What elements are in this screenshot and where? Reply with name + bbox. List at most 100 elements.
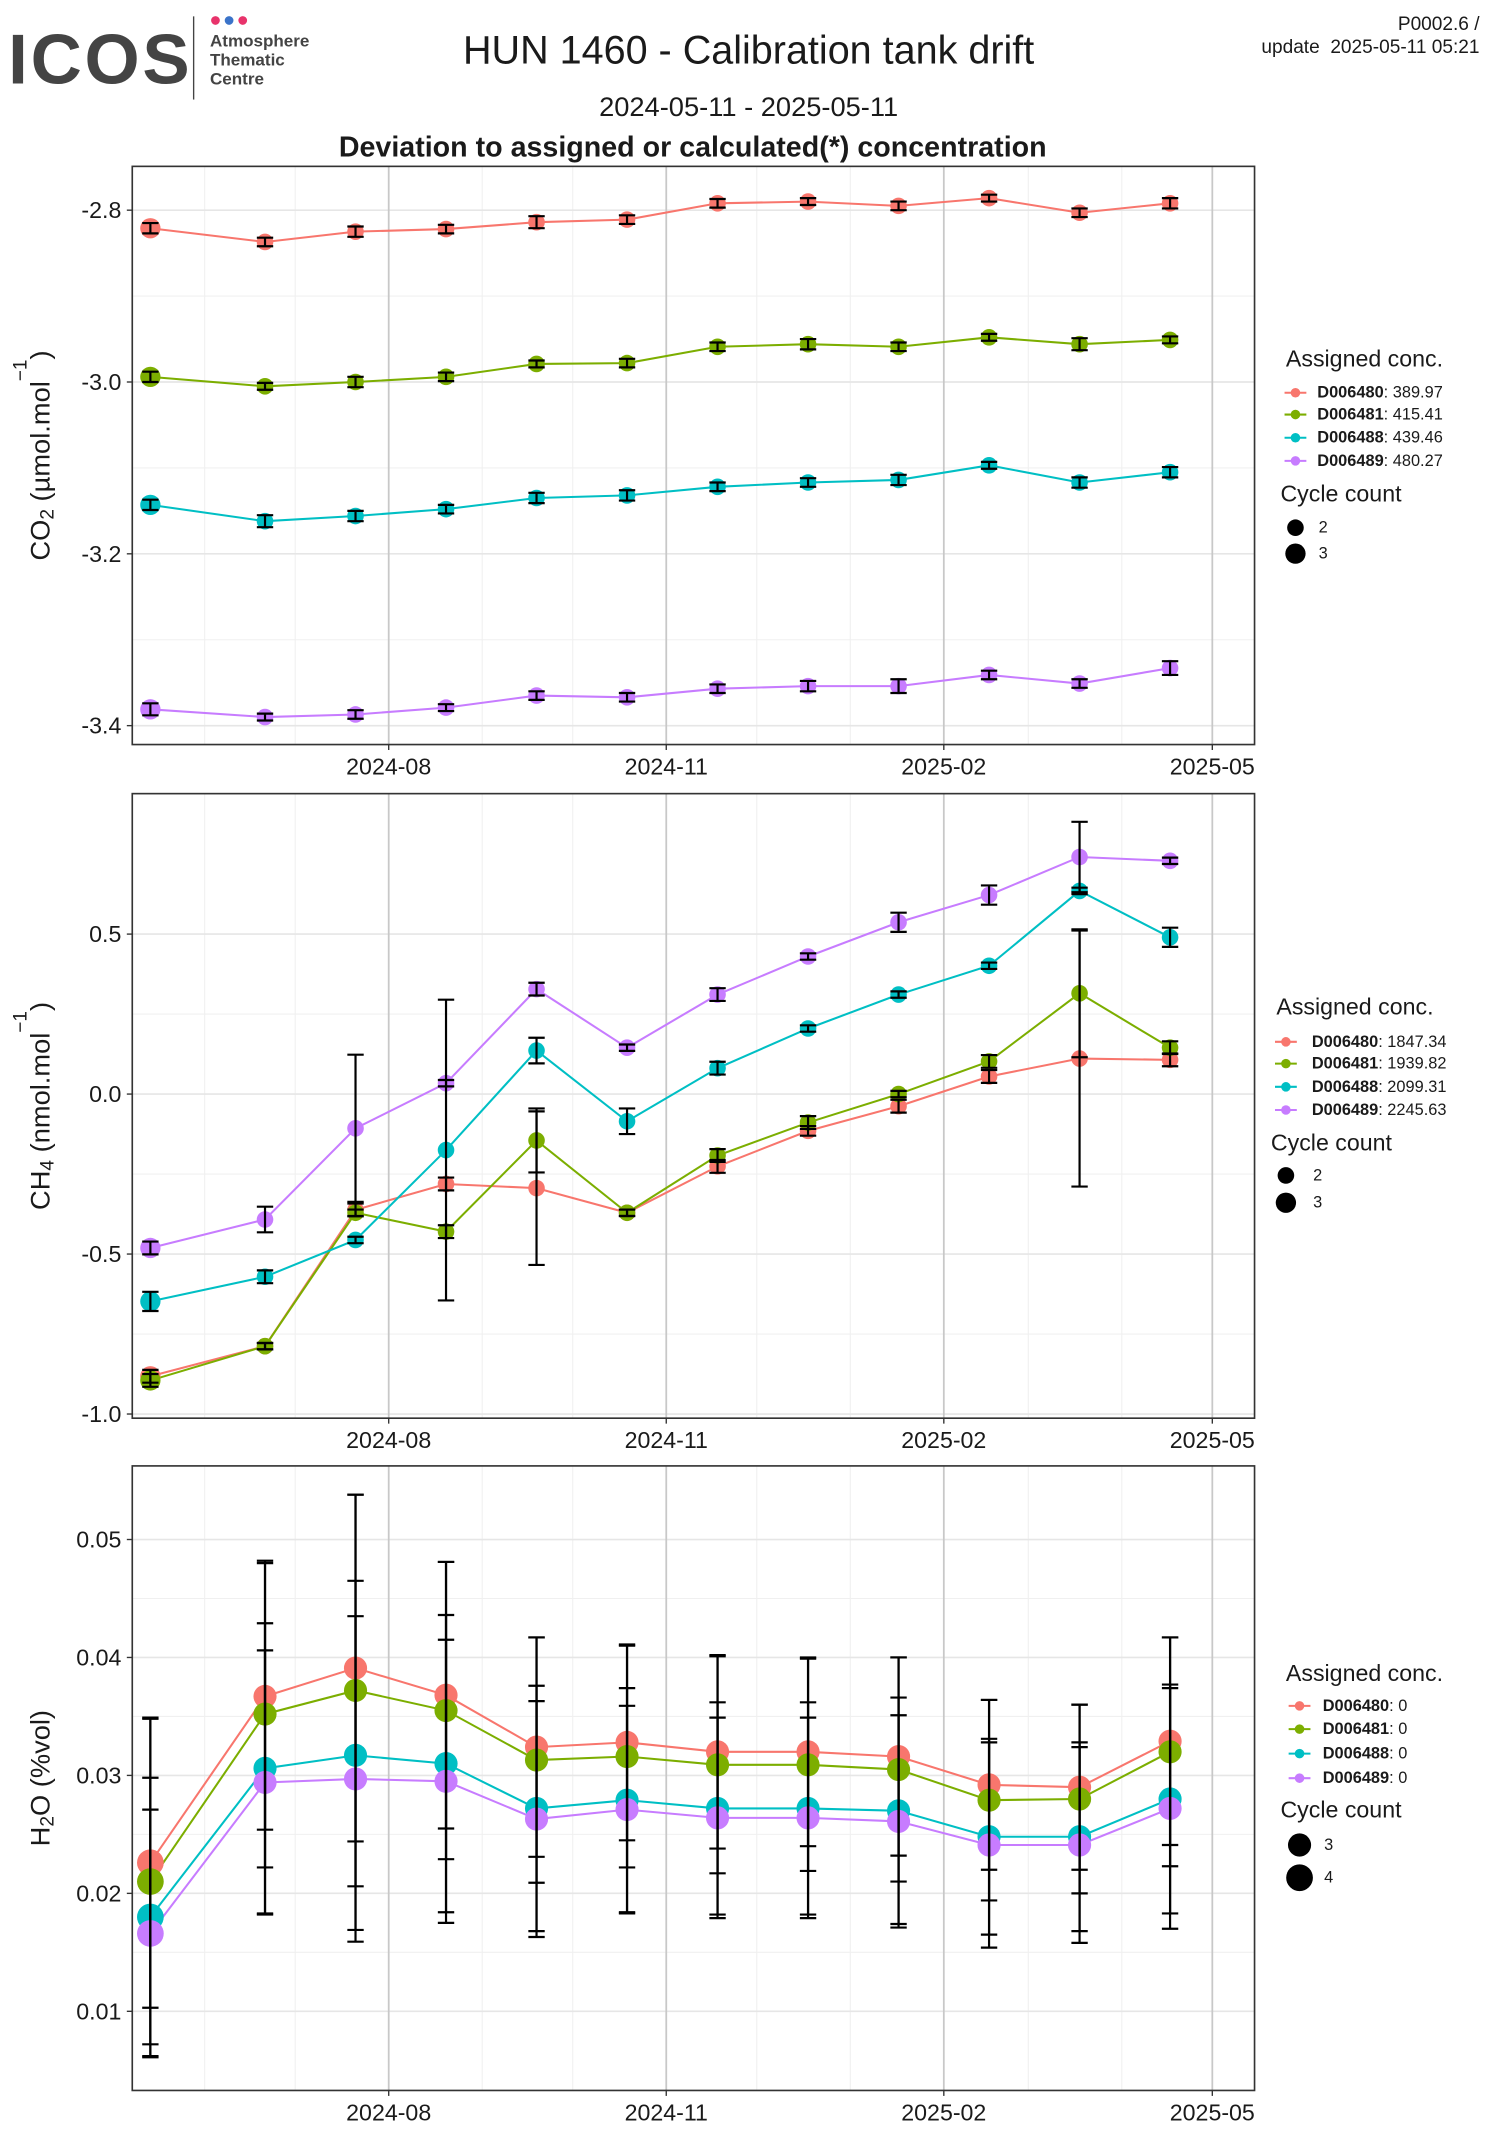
legend-title: Assigned conc. [1286,346,1443,372]
legend-label: D006489: 2245.63 [1312,1101,1447,1119]
y-tick-label: 0.0 [89,1081,121,1107]
legend-size-marker [1277,1167,1295,1184]
error-bar [980,1741,998,1949]
legend-assigned: : 0 [1389,1745,1407,1763]
legend-assigned: : 1847.34 [1378,1033,1446,1051]
error-bar [1161,1687,1179,1930]
series-line [149,1689,1171,1883]
legend-marker [1281,1105,1291,1115]
legend-assigned: : 0 [1389,1720,1407,1738]
legend-label: D006488: 439.46 [1317,429,1443,447]
y-axis-label-part: 4 [37,1160,58,1171]
y-axis-label-part: CO [24,520,55,561]
legend-name: D006489 [1323,1769,1389,1787]
chart-title: HUN 1460 - Calibration tank drift [463,28,1034,72]
series-line [149,1667,1171,1864]
legend-marker [1294,1701,1305,1711]
legend-label: D006488: 0 [1323,1745,1408,1763]
series-line [149,1754,1171,1918]
x-tick-label: 2025-05 [1170,753,1255,779]
legend-name: D006488 [1312,1078,1378,1096]
legend-size-marker [1287,519,1304,537]
error-bar [256,712,274,722]
logo-line: Centre [210,70,264,89]
plot-area [132,1465,1255,2091]
error-bar [142,702,159,717]
error-bar [142,370,159,384]
legend-title: Cycle count [1280,481,1402,507]
error-bar [890,473,907,487]
error-bar [437,223,455,235]
error-bar [799,477,817,488]
legend-marker [1294,1748,1305,1759]
error-bar [1071,207,1088,219]
legend-label: D006480: 389.97 [1317,384,1443,402]
error-bar [1071,928,1088,1059]
legend-marker [1290,432,1301,443]
legend-title: Cycle count [1271,1130,1393,1156]
x-tick-label: 2025-05 [1170,2099,1255,2125]
y-axis-label-part: 2 [37,509,58,520]
legend-size-label: 4 [1324,1869,1333,1887]
y-axis-label: CO2 (µmol.mol−1) [10,350,58,560]
legend-name: D006480 [1312,1033,1378,1051]
series-line [150,889,1171,1303]
error-bar [980,1053,998,1069]
legend-name: D006488 [1323,1745,1389,1763]
error-bar [799,679,817,693]
legend-name: D006481 [1312,1055,1378,1073]
error-bar [1161,1040,1179,1056]
y-axis-label-part: H [24,1827,55,1847]
legend-label: D006481: 1939.82 [1312,1055,1447,1073]
series-line [150,464,1171,523]
error-bar [980,1068,998,1084]
error-bar [1161,660,1179,677]
y-axis-label: CH4 (nmol.mol−1) [10,1002,58,1210]
error-bar [347,1615,364,1943]
legend-size-marker [1287,1833,1312,1857]
y-axis-label-part: ) [24,350,55,359]
legend-name: D006489 [1312,1101,1378,1119]
error-bar [528,1107,545,1174]
legend-assigned: : 0 [1389,1697,1407,1715]
error-bar [142,221,159,235]
error-bar [618,214,636,226]
legend-size-label: 3 [1324,1836,1333,1854]
y-tick-label: 0.5 [89,921,121,947]
error-bar [890,990,907,999]
error-bar [709,1060,726,1076]
error-bar [1161,197,1179,210]
error-bar [437,1638,455,1924]
y-tick-label: 0.05 [76,1527,121,1553]
y-axis-label-part: 2 [37,1816,58,1827]
error-bar [1071,1746,1088,1944]
error-bar [142,1808,159,2059]
y-tick-label: -2.8 [81,197,121,223]
subtitle: Deviation to assigned or calculated(*) c… [339,131,1047,163]
error-bar [437,503,455,515]
y-axis-label-part: −1 [10,359,31,381]
error-bar [528,690,545,701]
error-bar [890,1098,907,1114]
error-bar [799,337,817,351]
error-bar [347,225,364,238]
y-axis-label-part: (nmol.mol [24,1033,55,1160]
error-bar [1161,856,1179,866]
x-tick-label: 2024-08 [346,1427,431,1453]
x-tick-label: 2025-05 [1170,1427,1255,1453]
legend-label: D006481: 415.41 [1317,406,1443,424]
error-bar [528,359,545,369]
plot-frame [131,792,1256,1419]
plot-frame [131,165,1256,746]
series-line [150,667,1171,719]
legend-size-marker [1275,1192,1297,1213]
error-bar [618,489,636,502]
error-bar [890,200,907,212]
series-line [150,1057,1171,1378]
error-bar [347,709,364,720]
x-tick-label: 2025-02 [901,2099,986,2125]
x-tick-label: 2025-02 [901,1427,986,1453]
legend-marker [1281,1082,1291,1092]
